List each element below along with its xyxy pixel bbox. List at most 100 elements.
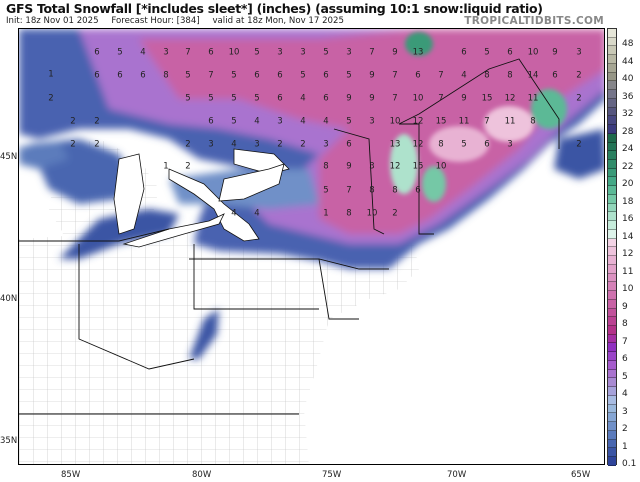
snowfall-value: 6 bbox=[208, 48, 213, 58]
snowfall-value: 14 bbox=[528, 71, 539, 81]
legend-swatch bbox=[608, 387, 616, 396]
legend-swatch bbox=[608, 369, 616, 379]
snowfall-value: 5 bbox=[185, 71, 190, 81]
legend-swatch bbox=[608, 63, 616, 73]
legend-label: 14 bbox=[622, 231, 634, 242]
snowfall-value: 9 bbox=[552, 48, 557, 58]
legend-swatch bbox=[608, 125, 616, 134]
snowfall-value: 2 bbox=[277, 140, 282, 150]
snowfall-value: 6 bbox=[323, 71, 328, 81]
snowfall-value: 15 bbox=[413, 162, 424, 172]
snowfall-value: 9 bbox=[346, 162, 351, 172]
brand-watermark: TROPICALTIDBITS.COM bbox=[464, 15, 604, 27]
snowfall-value: 6 bbox=[552, 71, 557, 81]
legend-swatch bbox=[608, 37, 616, 47]
snowfall-value: 7 bbox=[438, 71, 443, 81]
legend-label: 4 bbox=[622, 389, 628, 400]
legend-swatch bbox=[608, 229, 616, 239]
snowfall-value: 1 bbox=[48, 70, 53, 80]
legend-label: 11 bbox=[622, 266, 634, 277]
snowfall-value: 13 bbox=[413, 48, 424, 58]
snowfall-value: 5 bbox=[185, 94, 190, 104]
snowfall-value: 9 bbox=[369, 71, 374, 81]
snowfall-value: 8 bbox=[369, 186, 374, 196]
snowfall-value: 12 bbox=[413, 117, 424, 127]
snowfall-value: 6 bbox=[117, 71, 122, 81]
snowfall-value: 6 bbox=[277, 94, 282, 104]
snowfall-value: 5 bbox=[208, 94, 213, 104]
legend-swatch bbox=[608, 448, 616, 457]
legend-label: 32 bbox=[622, 109, 634, 120]
map-canvas: 6 5 4 3 7 6 10 5 3 3 6 6 6 8 5 7 5 6 6 5 2 5 5 5 5 6 4 2 2 6 5 4 3 4 2 2 2 3 4… bbox=[19, 29, 604, 464]
legend-label: 48 bbox=[622, 39, 634, 50]
legend-label: 20 bbox=[622, 179, 634, 190]
legend-swatch bbox=[608, 352, 616, 361]
snowfall-value: 9 bbox=[461, 94, 466, 104]
snowfall-value: 1 bbox=[323, 209, 328, 219]
legend-swatch bbox=[608, 160, 616, 169]
snowfall-value: 6 bbox=[323, 94, 328, 104]
snowfall-value: 4 bbox=[300, 117, 305, 127]
legend-label: 16 bbox=[622, 214, 634, 225]
legend-swatch bbox=[608, 456, 616, 466]
legend-label: 9 bbox=[622, 301, 628, 312]
snowfall-value: 7 bbox=[484, 117, 489, 127]
boundaries bbox=[19, 58, 560, 415]
legend-swatch bbox=[608, 395, 616, 405]
color-legend bbox=[607, 28, 617, 466]
snowfall-value: 6 bbox=[346, 140, 351, 150]
snowfall-value: 4 bbox=[140, 48, 145, 58]
snowfall-value: 12 bbox=[505, 94, 516, 104]
legend-swatch bbox=[608, 55, 616, 64]
legend-swatch bbox=[608, 256, 616, 265]
legend-swatch bbox=[608, 81, 616, 91]
snowfall-value: 9 bbox=[392, 48, 397, 58]
legend-swatch bbox=[608, 142, 616, 152]
snowfall-value: 8 bbox=[530, 117, 535, 127]
snowfall-value: 10 bbox=[436, 162, 447, 172]
legend-swatch bbox=[608, 334, 616, 344]
snowfall-value: 8 bbox=[484, 71, 489, 81]
legend-swatch bbox=[608, 439, 616, 449]
snowfall-value: 11 bbox=[505, 117, 516, 127]
snowfall-value: 5 bbox=[231, 94, 236, 104]
legend-label: 5 bbox=[622, 371, 628, 382]
snowfall-value: 9 bbox=[346, 94, 351, 104]
legend-swatch bbox=[608, 90, 616, 99]
legend-swatch bbox=[608, 264, 616, 274]
legend-swatch bbox=[608, 317, 616, 326]
legend-swatch bbox=[608, 404, 616, 414]
legend-swatch bbox=[608, 378, 616, 388]
legend-swatch bbox=[608, 273, 616, 283]
legend-swatch bbox=[608, 46, 616, 56]
lon-label: 80W bbox=[192, 470, 212, 480]
legend-label: 22 bbox=[622, 161, 634, 172]
lon-label: 70W bbox=[447, 470, 467, 480]
snowfall-value: 3 bbox=[277, 48, 282, 58]
snowfall-value: 6 bbox=[415, 71, 420, 81]
snowfall-value: 4 bbox=[461, 71, 466, 81]
snowfall-value: 3 bbox=[300, 48, 305, 58]
snowfall-value: 13 bbox=[390, 140, 401, 150]
snowfall-value: 10 bbox=[367, 209, 378, 219]
snowfall-map: 6 5 4 3 7 6 10 5 3 3 6 6 6 8 5 7 5 6 6 5 2 5 5 5 5 6 4 2 2 6 5 4 3 4 2 2 2 3 4… bbox=[18, 28, 605, 465]
snowfall-value: 7 bbox=[392, 71, 397, 81]
legend-swatch bbox=[608, 422, 616, 431]
snowfall-value: 11 bbox=[459, 117, 470, 127]
snowfall-value: 3 bbox=[507, 140, 512, 150]
snowfall-value: 2 bbox=[576, 71, 581, 81]
snowfall-value: 3 bbox=[576, 48, 581, 58]
legend-label: 1 bbox=[622, 441, 628, 452]
snowfall-value: 3 bbox=[163, 48, 168, 58]
lon-label: 75W bbox=[322, 470, 342, 480]
snowfall-value: 5 bbox=[117, 48, 122, 58]
legend-label: 28 bbox=[622, 126, 634, 137]
legend-label: 40 bbox=[622, 74, 634, 85]
legend-swatch bbox=[608, 299, 616, 309]
valid-time: valid at 18z Mon, Nov 17 2025 bbox=[212, 16, 344, 26]
legend-swatch bbox=[608, 291, 616, 300]
legend-label: 2 bbox=[622, 424, 628, 435]
legend-swatch bbox=[608, 238, 616, 248]
map-subtitle: Init: 18z Nov 01 2025 Forecast Hour: [38… bbox=[6, 16, 354, 26]
snowfall-value: 8 bbox=[346, 209, 351, 219]
